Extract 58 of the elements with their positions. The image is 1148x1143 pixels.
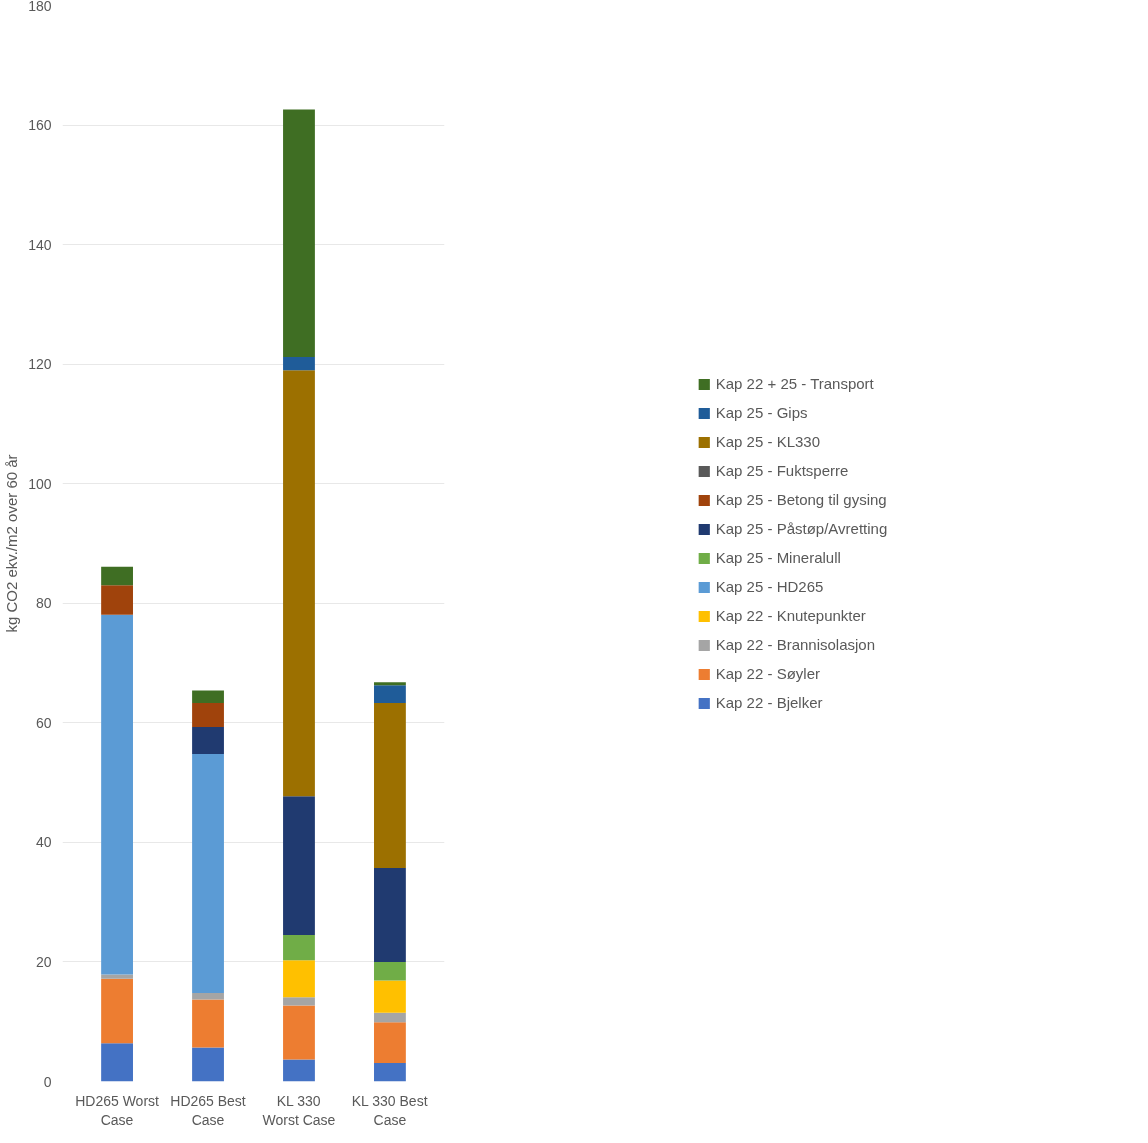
legend-label: Kap 22 - Knutepunkter	[715, 607, 866, 624]
bar	[283, 1059, 315, 1082]
x-tick-label: HD265 Worst Case	[75, 1092, 160, 1128]
bar	[374, 685, 406, 704]
y-tick-label: 120	[28, 356, 52, 373]
bar	[374, 1012, 406, 1023]
legend-label: Kap 22 + 25 - Transport	[715, 375, 874, 392]
bar	[192, 727, 224, 754]
bar	[101, 978, 133, 1044]
legend-label: Kap 25 - HD265	[715, 578, 824, 595]
bar	[283, 935, 315, 961]
x-tick-label: HD265 Best Case	[170, 1092, 246, 1128]
bar	[374, 980, 406, 1013]
bar	[192, 703, 224, 728]
y-tick-label: 80	[35, 595, 52, 612]
bar	[101, 614, 133, 975]
bar	[192, 1047, 224, 1082]
legend-label: Kap 25 - Betong til gysing	[715, 491, 887, 508]
y-tick-label: 40	[35, 834, 52, 851]
bar	[192, 690, 224, 704]
legend-label: Kap 25 - Påstøp/Avretting	[715, 520, 888, 537]
bar	[192, 753, 224, 994]
bar	[101, 585, 133, 615]
bar	[192, 993, 224, 1000]
y-tick-label: 60	[35, 714, 52, 731]
y-tick-label: 0	[43, 1073, 52, 1090]
y-tick-label: 160	[28, 117, 52, 134]
legend-label: Kap 25 - KL330	[715, 433, 821, 450]
y-tick-label: 100	[28, 475, 52, 492]
bar	[283, 109, 315, 357]
bar	[192, 999, 224, 1048]
legend-label: Kap 22 - Brannisolasjon	[715, 636, 876, 653]
bar	[374, 868, 406, 962]
bar	[283, 1005, 315, 1060]
bar	[374, 682, 406, 686]
y-tick-label: 20	[35, 953, 52, 970]
bar	[283, 796, 315, 936]
bar	[283, 356, 315, 371]
y-tick-label: 140	[28, 236, 52, 253]
bar	[101, 974, 133, 979]
legend-label: Kap 22 - Søyler	[715, 665, 820, 682]
bar	[283, 960, 315, 998]
bar	[101, 566, 133, 586]
legend-label: Kap 25 - Gips	[715, 404, 808, 421]
legend-label: Kap 25 - Fuktsperre	[715, 462, 849, 479]
x-tick-label: KL 330 Worst Case	[262, 1092, 336, 1128]
y-axis-title: kg CO2 ekv./m2 over 60 år	[3, 454, 21, 633]
bar	[283, 997, 315, 1006]
bar	[374, 961, 406, 981]
bar	[374, 703, 406, 869]
bar	[101, 1043, 133, 1082]
legend-label: Kap 22 - Bjelker	[715, 694, 823, 711]
bar	[374, 1022, 406, 1063]
y-tick-label: 180	[28, 0, 52, 14]
legend-label: Kap 25 - Mineralull	[715, 549, 841, 566]
x-tick-label: KL 330 Best Case	[351, 1092, 428, 1128]
bar	[283, 370, 315, 797]
bar	[374, 1062, 406, 1082]
